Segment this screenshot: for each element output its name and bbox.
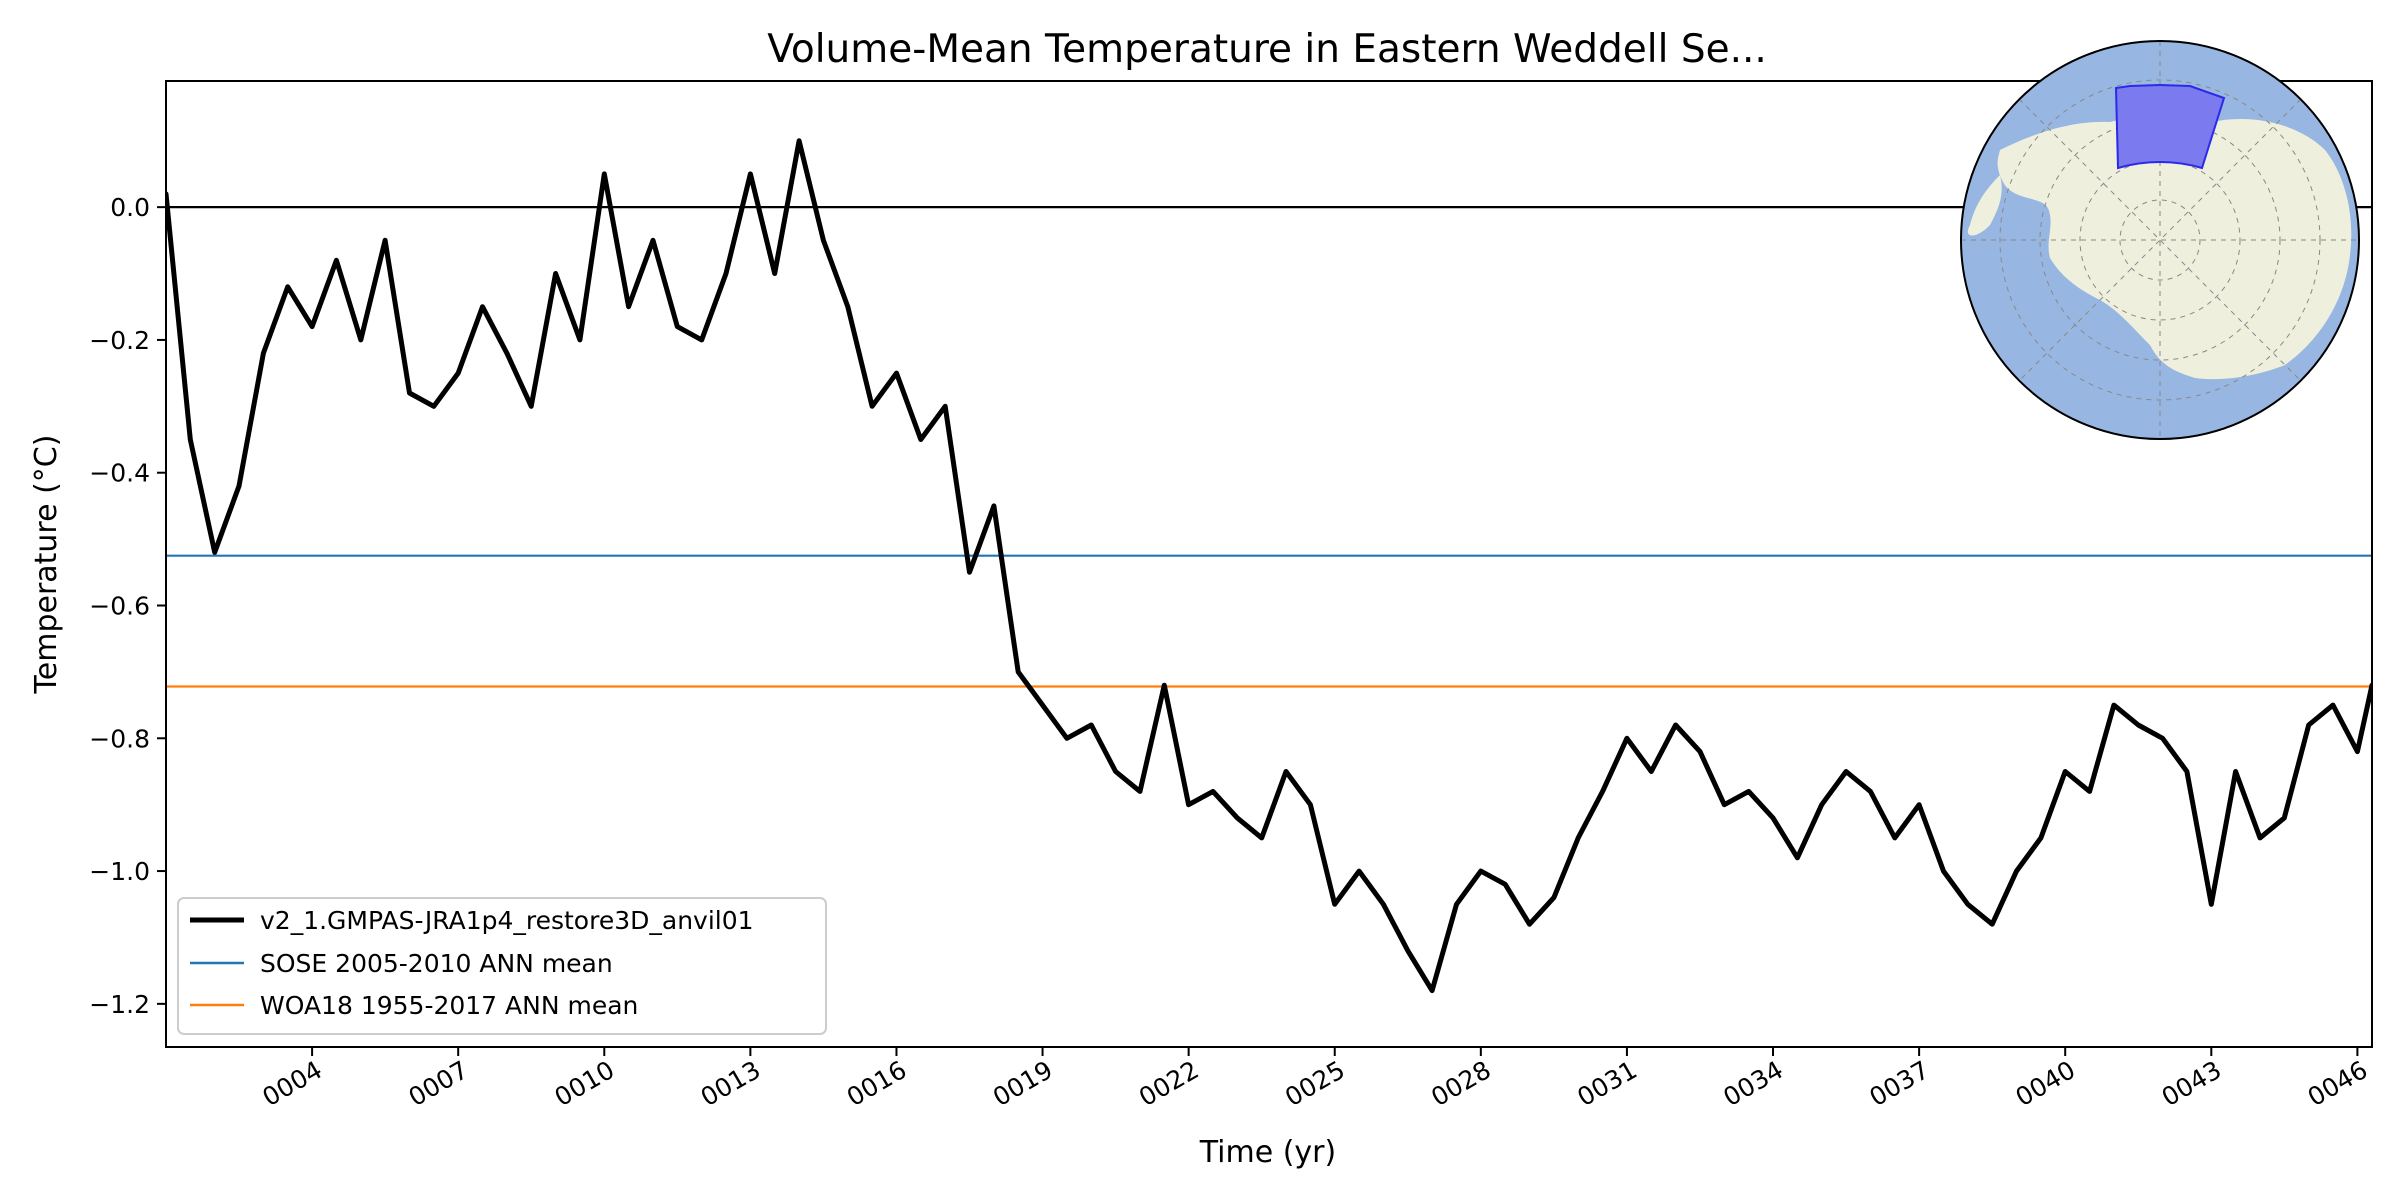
y-tick-label: −1.2 — [89, 990, 150, 1019]
x-tick-label: 0031 — [1572, 1055, 1642, 1112]
x-tick-label: 0013 — [696, 1055, 766, 1112]
x-tick-label: 0007 — [404, 1055, 474, 1112]
x-tick-label: 0043 — [2157, 1055, 2227, 1112]
map-region-eastern-weddell — [2114, 83, 2226, 170]
x-tick-label: 0022 — [1134, 1055, 1204, 1112]
legend-label-woa18: WOA18 1955-2017 ANN mean — [260, 991, 638, 1020]
x-tick-label: 0046 — [2303, 1055, 2373, 1112]
series-line-model — [166, 138, 2372, 994]
legend-box — [177, 897, 827, 1035]
y-tick-label: −0.8 — [89, 724, 150, 753]
legend-label-sose: SOSE 2005-2010 ANN mean — [260, 949, 613, 978]
legend-label-model: v2_1.GMPAS-JRA1p4_restore3D_anvil01 — [260, 906, 754, 935]
x-tick-label: 0040 — [2011, 1055, 2081, 1112]
plot-area — [165, 80, 2373, 1048]
y-tick-label: −0.4 — [89, 459, 150, 488]
x-tick-label: 0010 — [550, 1055, 620, 1112]
y-tick-label: −1.0 — [89, 857, 150, 886]
x-tick-label: 0016 — [842, 1055, 912, 1112]
plot-frame — [165, 80, 2373, 1048]
chart-title: Volume-Mean Temperature in Eastern Wedde… — [767, 27, 1767, 72]
x-axis: 0004 0007 0010 0013 0016 0019 0022 0025 0028 0031… — [257, 1047, 2372, 1112]
map-border — [1960, 40, 2360, 440]
y-tick-label: 0.0 — [110, 193, 150, 222]
y-tick-label: −0.6 — [89, 591, 150, 620]
x-tick-label: 0004 — [257, 1055, 327, 1112]
x-tick-label: 0019 — [988, 1055, 1058, 1112]
map-antarctica — [1967, 119, 2352, 380]
x-axis-label: Time (yr) — [1199, 1135, 1336, 1170]
y-axis-label: Temperature (°C) — [29, 435, 64, 695]
y-tick-label: −0.2 — [89, 326, 150, 355]
legend: v2_1.GMPAS-JRA1p4_restore3D_anvil01 SOSE… — [177, 897, 827, 1035]
inset-map — [1960, 40, 2360, 440]
y-axis: 0.0 −0.2 −0.4 −0.6 −0.8 −1.0 −1.2 — [89, 193, 166, 1019]
x-tick-label: 0034 — [1718, 1055, 1788, 1112]
x-tick-label: 0025 — [1280, 1055, 1350, 1112]
x-tick-label: 0028 — [1426, 1055, 1496, 1112]
x-tick-label: 0037 — [1865, 1055, 1935, 1112]
